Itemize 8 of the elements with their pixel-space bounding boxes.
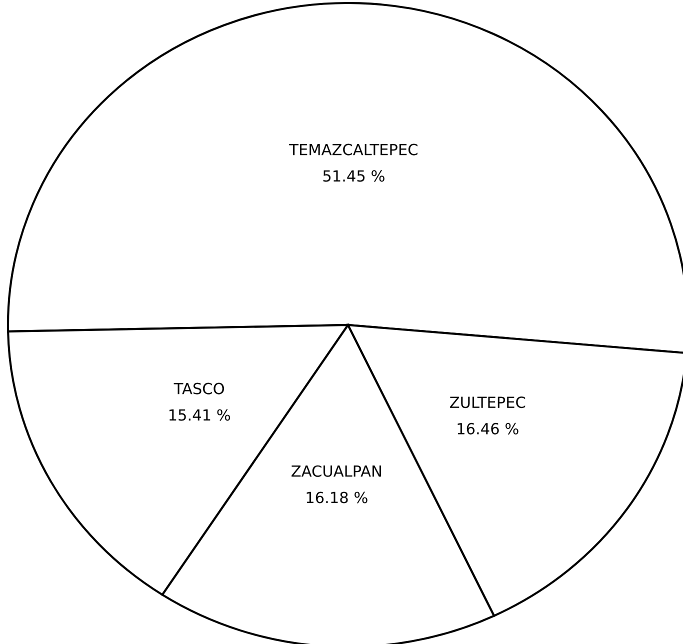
slice-label: ZULTEPEC (450, 396, 526, 408)
data-label: 16.18 % (306, 492, 368, 504)
data-label: 16.46 % (458, 422, 518, 434)
data-label: 15.41 % (169, 409, 230, 421)
slice-label: TEMAZCALTEPEC (289, 144, 418, 156)
slice-label: TASCO (174, 382, 224, 394)
data-label: 51.45 % (323, 170, 384, 182)
slice-label: ZACUALPAN (292, 465, 381, 477)
